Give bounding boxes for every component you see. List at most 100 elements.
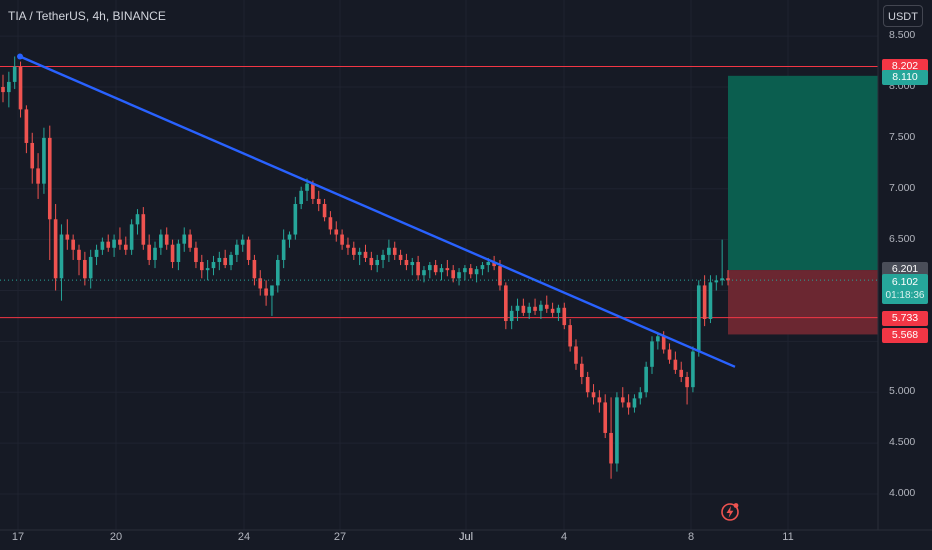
countdown-value: 01:18:36: [885, 290, 925, 302]
candle: [264, 280, 268, 306]
candle: [194, 241, 198, 269]
time-tick-label: 8: [687, 531, 695, 543]
candle-body: [334, 229, 339, 235]
target-zone: [728, 75, 878, 271]
candle: [644, 361, 648, 398]
candle: [433, 259, 438, 276]
candle-body: [410, 262, 415, 266]
candle: [533, 298, 537, 315]
candle-body: [685, 376, 689, 388]
candle: [129, 219, 134, 255]
candle-body: [24, 109, 29, 143]
candle: [106, 234, 111, 252]
candle-body: [375, 259, 380, 266]
candle: [12, 56, 17, 90]
candle-body: [416, 262, 420, 276]
candle: [544, 295, 549, 313]
candle: [574, 339, 578, 370]
price-tick-label: 8.500: [889, 29, 916, 42]
candle: [77, 244, 81, 276]
time-tick-label: 27: [333, 531, 347, 543]
candle-body: [702, 285, 707, 319]
candle-body: [211, 262, 216, 269]
candle-body: [486, 262, 491, 266]
time-tick-label: 17: [11, 531, 25, 543]
candle: [118, 227, 122, 250]
candle: [123, 236, 128, 255]
candle: [53, 204, 58, 291]
candle-body: [311, 183, 315, 199]
candle: [322, 198, 327, 222]
candle-body: [287, 234, 292, 240]
candle-body: [129, 224, 134, 250]
candle-body: [544, 304, 549, 309]
candle: [580, 356, 584, 385]
candle: [170, 239, 175, 269]
candle: [36, 153, 40, 199]
candle: [416, 255, 420, 281]
lightning-bolt-icon[interactable]: [720, 502, 740, 522]
candle: [30, 132, 35, 184]
candle-body: [696, 285, 701, 352]
candle: [328, 211, 333, 235]
candle-body: [71, 239, 75, 250]
candle-body: [83, 259, 87, 279]
stop-price-label: 5.568: [882, 328, 928, 344]
candle: [287, 231, 292, 248]
candle: [112, 234, 116, 257]
price-tick-label: 6.500: [889, 232, 916, 245]
candle-body: [246, 239, 251, 260]
candle: [369, 251, 374, 271]
candle-body: [562, 307, 567, 326]
candle-body: [468, 268, 473, 275]
candle-body: [556, 307, 561, 313]
candle-body: [88, 256, 93, 279]
candle: [223, 249, 227, 269]
support-price-label: 5.733: [882, 310, 928, 326]
trendline: [19, 55, 736, 368]
candle-body: [240, 239, 245, 245]
candle-body: [539, 304, 543, 311]
candle: [591, 384, 596, 405]
candle: [258, 270, 263, 296]
candle: [527, 302, 532, 319]
candle-body: [615, 397, 619, 464]
candle: [205, 259, 210, 281]
candle-body: [626, 402, 631, 408]
candle: [346, 237, 350, 255]
candle: [720, 239, 724, 286]
candle-body: [667, 349, 672, 360]
candle-body: [217, 257, 222, 263]
candle: [176, 239, 181, 271]
candle: [188, 229, 192, 252]
candle-body: [504, 285, 508, 322]
candle-body: [1, 87, 5, 93]
candle-body: [346, 244, 350, 248]
candle-body: [691, 351, 695, 388]
candle-body: [445, 268, 450, 271]
candle-body: [597, 397, 602, 403]
candle-body: [164, 234, 169, 245]
candle: [270, 285, 274, 316]
candle-body: [656, 336, 660, 342]
candle: [351, 241, 356, 260]
candle-body: [153, 247, 157, 260]
symbol-header[interactable]: TIA / TetherUS, 4h, BINANCE: [8, 9, 166, 23]
candle-body: [428, 265, 432, 271]
candle-body: [609, 432, 613, 464]
candle-body: [387, 247, 391, 255]
stop-zone: [728, 270, 878, 335]
candles: [1, 56, 730, 479]
candle-body: [100, 241, 105, 250]
candle-body: [106, 241, 111, 248]
candle-body: [521, 305, 526, 313]
target-price-label: 8.110: [882, 69, 928, 85]
currency-button[interactable]: USDT: [883, 5, 923, 27]
candle: [620, 387, 625, 408]
candle-body: [94, 249, 99, 257]
candle: [708, 275, 713, 324]
candle-body: [533, 306, 537, 311]
candle-body: [118, 239, 122, 245]
candle: [556, 304, 561, 322]
